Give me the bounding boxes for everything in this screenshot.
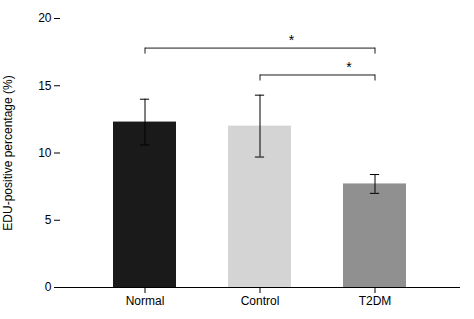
svg-text:T2DM: T2DM [359,294,392,308]
svg-text:15: 15 [38,79,52,93]
svg-text:Control: Control [241,294,280,308]
svg-text:EDU-positive percentage (%): EDU-positive percentage (%) [1,75,15,230]
svg-text:0: 0 [45,280,52,294]
svg-text:20: 20 [38,11,52,25]
svg-text:*: * [346,59,352,75]
svg-text:10: 10 [38,146,52,160]
svg-text:*: * [289,32,295,48]
svg-text:5: 5 [45,213,52,227]
svg-text:Normal: Normal [126,294,165,308]
